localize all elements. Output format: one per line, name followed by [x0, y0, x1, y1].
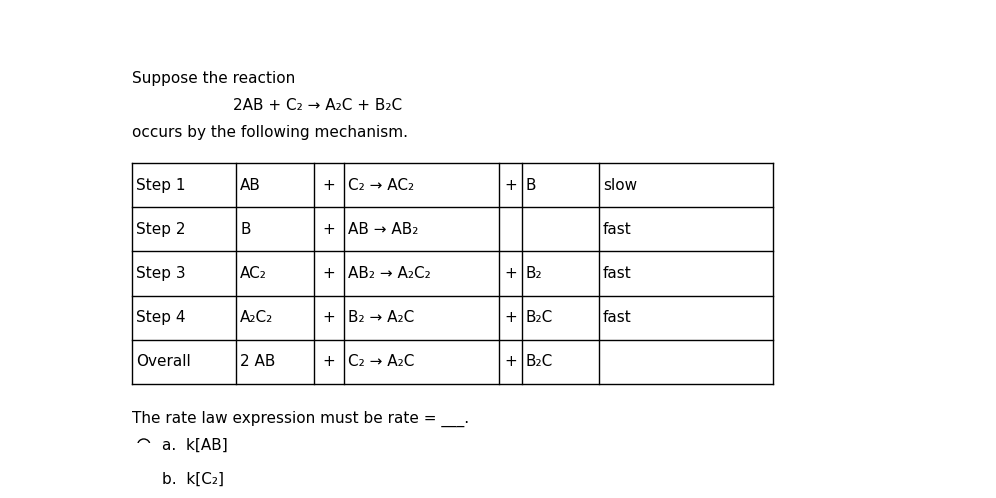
Text: B₂C: B₂C	[526, 310, 553, 325]
Text: +: +	[504, 266, 517, 281]
Text: slow: slow	[604, 178, 637, 193]
Text: B₂: B₂	[526, 266, 543, 281]
Text: 2AB + C₂ → A₂C + B₂C: 2AB + C₂ → A₂C + B₂C	[233, 98, 401, 113]
Text: B₂C: B₂C	[526, 354, 553, 369]
Text: a.  k[AB]: a. k[AB]	[161, 438, 227, 453]
Text: occurs by the following mechanism.: occurs by the following mechanism.	[132, 125, 408, 140]
Text: Suppose the reaction: Suppose the reaction	[132, 71, 296, 86]
Text: AB → AB₂: AB → AB₂	[349, 222, 418, 237]
Text: C₂ → AC₂: C₂ → AC₂	[349, 178, 414, 193]
Text: +: +	[323, 354, 336, 369]
Text: fast: fast	[604, 266, 631, 281]
Text: B₂ → A₂C: B₂ → A₂C	[349, 310, 414, 325]
Text: Step 2: Step 2	[136, 222, 185, 237]
Text: +: +	[504, 310, 517, 325]
Text: +: +	[323, 266, 336, 281]
Text: C₂ → A₂C: C₂ → A₂C	[349, 354, 414, 369]
Text: fast: fast	[604, 222, 631, 237]
Text: +: +	[323, 222, 336, 237]
Text: 2 AB: 2 AB	[240, 354, 276, 369]
Text: fast: fast	[604, 310, 631, 325]
Text: AB₂ → A₂C₂: AB₂ → A₂C₂	[349, 266, 431, 281]
Text: +: +	[504, 354, 517, 369]
Text: AC₂: AC₂	[240, 266, 267, 281]
Text: B: B	[240, 222, 251, 237]
Text: Step 3: Step 3	[136, 266, 185, 281]
Text: B: B	[526, 178, 537, 193]
Text: +: +	[504, 178, 517, 193]
Text: Step 1: Step 1	[136, 178, 185, 193]
Text: The rate law expression must be rate = ___.: The rate law expression must be rate = _…	[132, 411, 469, 427]
Text: b.  k[C₂]: b. k[C₂]	[161, 472, 223, 487]
Text: A₂C₂: A₂C₂	[240, 310, 274, 325]
Text: +: +	[323, 178, 336, 193]
Text: +: +	[323, 310, 336, 325]
Text: AB: AB	[240, 178, 261, 193]
Text: Step 4: Step 4	[136, 310, 185, 325]
Text: Overall: Overall	[136, 354, 191, 369]
